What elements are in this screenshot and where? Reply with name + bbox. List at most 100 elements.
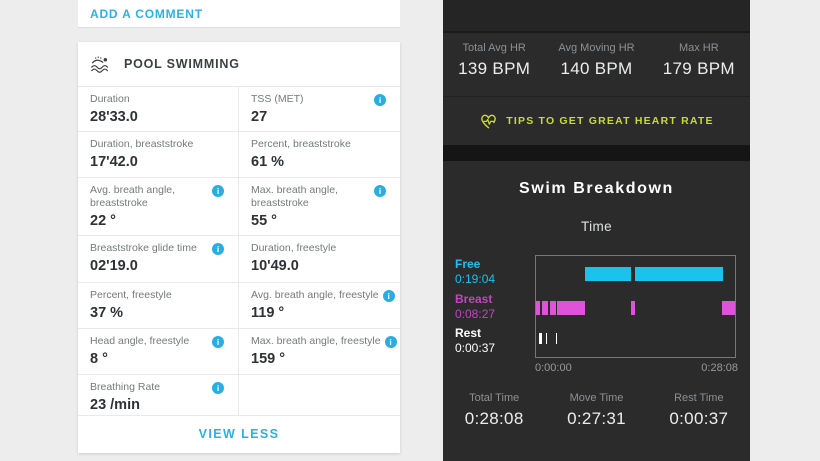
stat-cell: Avg. breath angle, breaststroke i 22 ° [78,178,239,235]
stat-label: Duration [90,93,130,105]
heart-pulse-icon [481,114,497,129]
hr-stat-value: 140 BPM [560,59,633,78]
time-stat-value: 0:28:08 [464,409,524,428]
swimmer-icon [91,55,109,73]
add-comment-button[interactable]: ADD A COMMENT [78,0,400,28]
time-stat-label: Total Time [469,392,520,404]
stat-cell: Duration, freestyle 10'49.0 [239,236,400,282]
chart-bar-segment [556,333,558,344]
stat-cell: Max. breath angle, freestyle i 159 ° [239,329,400,374]
stat-label: Avg. breath angle, freestyle [251,289,379,301]
x-axis-end-label: 0:28:08 [701,362,738,374]
stat-value: 61 % [251,154,285,170]
stat-label: Avg. breath angle, breaststroke [90,184,176,209]
stat-value: 8 ° [90,351,108,367]
chart-bar-segment [584,267,631,281]
tips-label: TIPS TO GET GREAT HEART RATE [506,115,714,127]
stat-column: Total Avg HR 139 BPM [443,42,545,79]
stat-label: Breathing Rate [90,381,161,393]
stat-column: Max HR 179 BPM [648,42,750,79]
stat-label: Breaststroke glide time [90,242,197,254]
legend-item: Breast 0:08:27 [455,292,495,322]
time-stat-value: 0:27:31 [567,409,626,428]
chart-bar-segment [634,267,724,281]
stat-value: 37 % [90,305,124,321]
stat-cell: Max. breath angle, breaststroke i 55 ° [239,178,400,235]
info-icon[interactable]: i [212,185,224,197]
info-icon[interactable]: i [382,290,395,302]
stat-cell: TSS (MET) i 27 [239,87,400,131]
chart-bar-segment [549,301,557,315]
info-icon[interactable]: i [374,185,386,197]
chart-bar-segment [556,301,585,315]
stat-value: 28'33.0 [90,109,138,125]
time-stat-label: Rest Time [674,392,724,404]
stats-row: Duration, breaststroke 17'42.0 Percent, br… [78,132,400,178]
pool-swimming-card: POOL SWIMMING Duration 28'33.0 TSS (MET) i 2… [78,42,400,453]
legend-item: Rest 0:00:37 [455,326,495,356]
stat-label: TSS (MET) [251,93,304,105]
info-icon[interactable]: i [212,336,224,348]
stat-column: Rest Time 0:00:37 [648,392,750,429]
stat-label: Max. breath angle, breaststroke [251,184,338,209]
stat-column: Move Time 0:27:31 [545,392,647,429]
stat-value: 22 ° [90,213,116,229]
chart-subtitle: Time [580,219,613,234]
stat-value: 55 ° [251,213,277,229]
info-icon[interactable]: i [212,382,224,394]
stat-cell: Percent, breaststroke 61 % [239,132,400,177]
stat-value: 17'42.0 [90,154,138,170]
stat-cell: Avg. breath angle, freestyle i 119 ° [239,283,400,328]
stat-cell: Duration, breaststroke 17'42.0 [78,132,239,177]
legend-series-duration: 0:00:37 [455,341,496,355]
stats-table: Duration 28'33.0 TSS (MET) i 27 Duration, bre… [78,87,400,416]
stat-value: 23 /min [90,397,140,413]
legend-series-duration: 0:08:27 [455,307,496,321]
chart-bar-segment [536,301,540,315]
swim-breakdown-chart [535,255,736,358]
chart-bar-segment [630,301,635,315]
stat-label: Duration, breaststroke [90,138,194,150]
stat-column: Total Time 0:28:08 [443,392,545,429]
legend-series-name: Free [455,257,481,271]
info-icon[interactable]: i [384,336,397,348]
time-stat-label: Move Time [569,392,624,404]
x-axis-start-label: 0:00:00 [535,362,572,374]
chart-bar-segment [539,333,542,344]
legend-series-duration: 0:19:04 [455,272,496,286]
stat-label: Head angle, freestyle [90,335,190,347]
stat-column: Avg Moving HR 140 BPM [545,42,647,79]
info-icon[interactable]: i [212,243,224,255]
card-header: POOL SWIMMING [78,42,400,87]
add-comment-label: ADD A COMMENT [90,6,203,21]
card-title: POOL SWIMMING [124,57,240,71]
stat-cell: Duration 28'33.0 [78,87,239,131]
chart-bar-segment [541,301,549,315]
stat-cell [239,375,400,415]
top-strip [443,0,750,33]
stats-row: Head angle, freestyle i 8 ° Max. breath ang… [78,329,400,375]
time-stats-row: Total Time 0:28:08 Move Time 0:27:31 Rest Ti… [443,392,750,429]
info-icon[interactable]: i [374,94,386,106]
tips-link[interactable]: TIPS TO GET GREAT HEART RATE [443,96,750,145]
hr-stats-row: Total Avg HR 139 BPM Avg Moving HR 140 BPM M… [443,42,750,79]
legend-series-name: Rest [455,326,482,340]
hr-stat-label: Total Avg HR [462,42,526,54]
swim-breakdown-title: Swim Breakdown [519,180,674,197]
stats-row: Duration 28'33.0 TSS (MET) i 27 [78,87,400,132]
stat-cell: Percent, freestyle 37 % [78,283,239,328]
stat-label: Duration, freestyle [251,242,337,254]
stats-row: Avg. breath angle, breaststroke i 22 ° Max.… [78,178,400,236]
section-divider [443,145,750,161]
legend-item: Free 0:19:04 [455,257,495,287]
view-less-button[interactable]: VIEW LESS [198,427,280,441]
stat-cell: Breaststroke glide time i 02'19.0 [78,236,239,282]
stat-cell: Breathing Rate i 23 /min [78,375,239,415]
chart-bar-segment [722,301,735,315]
activity-detail-panel: Total Avg HR 139 BPM Avg Moving HR 140 BPM M… [443,0,750,461]
x-axis-labels: 0:00:00 0:28:08 [535,362,738,374]
stat-value: 159 ° [251,351,286,367]
hr-stat-label: Max HR [678,42,719,54]
stat-cell: Head angle, freestyle i 8 ° [78,329,239,374]
